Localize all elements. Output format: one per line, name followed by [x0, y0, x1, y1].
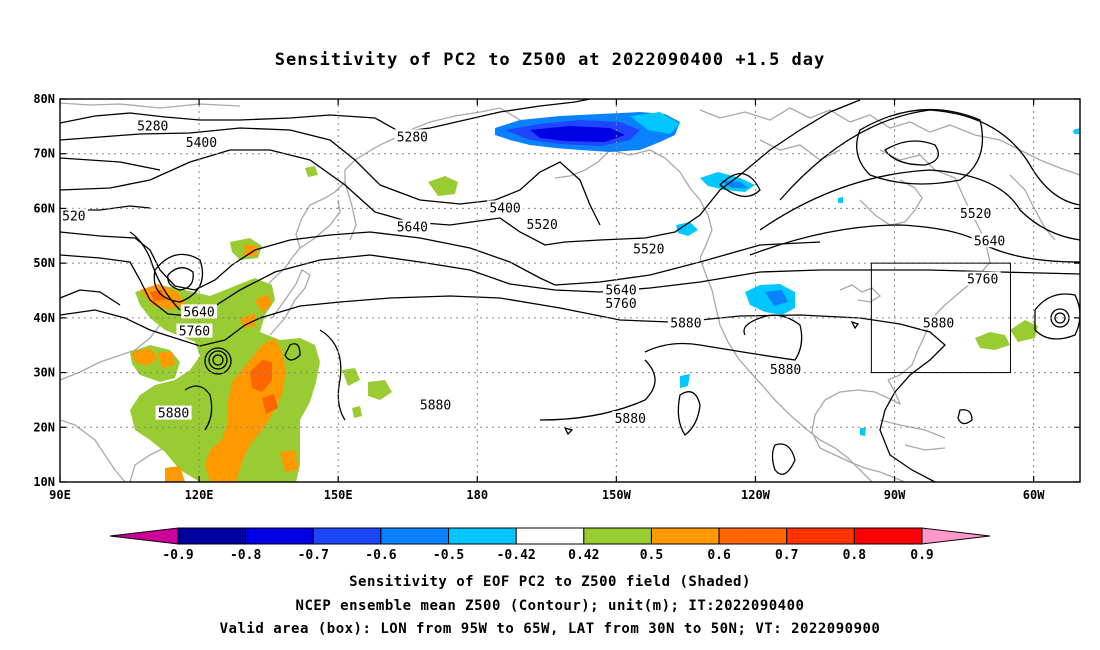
colorbar-segment	[177, 527, 247, 545]
colorbar-segment	[650, 527, 720, 545]
contour-label-bg	[134, 118, 171, 133]
lon-label: 150E	[324, 488, 353, 502]
contour-label-bg	[181, 304, 218, 319]
colorbar-segment	[245, 527, 314, 545]
contour-label: 5880	[770, 363, 801, 378]
contour-label-bg	[524, 216, 561, 231]
lat-label: 60N	[33, 201, 55, 215]
lon-label: 120E	[185, 488, 214, 502]
colorbar-label: -0.5	[433, 548, 464, 563]
lat-label: 50N	[33, 256, 55, 270]
colorbar-segment	[853, 527, 923, 545]
contour-label: 5280	[137, 119, 168, 134]
contour-label: 5880	[420, 398, 451, 413]
contour-label: 5760	[967, 273, 998, 288]
contour-label: 5880	[923, 316, 954, 331]
contour-label-bg	[394, 129, 431, 144]
contour-label-bg	[971, 233, 1008, 248]
colorbar-label: 0.6	[707, 548, 731, 563]
colorbar-label: 0.8	[843, 548, 867, 563]
contour-label: 5400	[186, 136, 217, 151]
colorbar: -0.9 -0.8 -0.7 -0.6 -0.5 -0.42 0.42 0.5 0.6 0.7 0.…	[109, 527, 991, 563]
colorbar-segment	[718, 527, 788, 545]
colorbar-segment	[380, 527, 450, 545]
contour-label: 5640	[605, 284, 636, 299]
lon-label: 120W	[741, 488, 771, 502]
graticule	[60, 99, 1080, 482]
contour-label-bg	[920, 315, 957, 330]
lon-label: 60W	[1023, 488, 1045, 502]
lat-label: 80N	[33, 92, 55, 106]
contour-label-bg	[612, 411, 649, 426]
lon-label: 180	[466, 488, 488, 502]
colorbar-segment	[312, 527, 382, 545]
z500-contours	[60, 99, 1080, 482]
contour-label: 5520	[527, 218, 558, 233]
colorbar-segment	[515, 527, 585, 545]
lon-label: 90E	[49, 488, 71, 502]
lat-label: 20N	[33, 420, 55, 434]
contour-label: 5880	[670, 316, 701, 331]
contour-label: 5880	[615, 412, 646, 427]
contour-label-bg	[603, 296, 639, 311]
lon-label: 90W	[884, 488, 906, 502]
colorbar-label: 0.7	[775, 548, 798, 563]
contour-label-bg	[487, 200, 524, 215]
colorbar-extend-high	[921, 527, 991, 545]
contour-label: 5640	[974, 234, 1005, 249]
lon-label: 150W	[602, 488, 632, 502]
colorbar-label: -0.7	[298, 548, 329, 563]
colorbar-label: -0.9	[162, 548, 193, 563]
contour-label-bg	[183, 134, 220, 149]
contour-label-bg	[767, 361, 804, 376]
colorbar-extend-low	[109, 527, 179, 545]
contour-label-bg	[964, 271, 1001, 286]
contour-label: 5880	[158, 407, 189, 422]
colorbar-segment	[448, 527, 517, 545]
contour-label-bg	[176, 323, 213, 338]
lat-label: 10N	[33, 475, 55, 489]
contour-label-bg	[957, 205, 994, 220]
contour-label-bg	[60, 208, 88, 223]
lat-label: 40N	[33, 311, 55, 325]
contour-label-bg	[630, 241, 667, 256]
contour-label: 5520	[633, 242, 664, 257]
caption-contour: NCEP ensemble mean Z500 (Contour); unit(…	[295, 598, 805, 614]
colorbar-segment	[583, 527, 652, 545]
colorbar-label: 0.42	[568, 548, 599, 563]
contour-label: 5640	[397, 221, 428, 236]
colorbar-label: -0.42	[497, 548, 536, 563]
contour-label-bg	[155, 405, 192, 420]
map-axes: 90E 120E 150E 180 150W 120W 90W 60W 80N 70N 60N 50N…	[33, 92, 1080, 502]
map-frame	[59, 98, 1081, 483]
contour-label: 5520	[960, 207, 991, 222]
caption-shaded: Sensitivity of EOF PC2 to Z500 field (Sh…	[349, 574, 751, 590]
contour-label: 5640	[183, 305, 214, 320]
contour-label-bg	[603, 282, 639, 297]
contour-label: 5400	[489, 201, 520, 216]
contour-label-bg	[417, 397, 454, 412]
colorbar-label: 0.9	[910, 548, 933, 563]
lat-label: 70N	[33, 147, 55, 161]
colorbar-label: -0.8	[230, 548, 261, 563]
contour-label: 5760	[179, 325, 210, 340]
contour-label-bg	[394, 219, 431, 234]
caption-valid-area: Valid area (box): LON from 95W to 65W, L…	[219, 621, 881, 637]
valid-area-box	[870, 262, 1011, 374]
colorbar-label: 0.5	[640, 548, 663, 563]
map-title: Sensitivity of PC2 to Z500 at 2022090400…	[274, 50, 826, 70]
contour-label: 5280	[397, 130, 428, 145]
lat-label: 30N	[33, 366, 55, 380]
contour-label: 520	[62, 210, 85, 225]
colorbar-segment	[786, 527, 855, 545]
colorbar-label: -0.6	[365, 548, 396, 563]
contour-label: 5760	[605, 297, 636, 312]
contour-label-bg	[667, 315, 704, 330]
